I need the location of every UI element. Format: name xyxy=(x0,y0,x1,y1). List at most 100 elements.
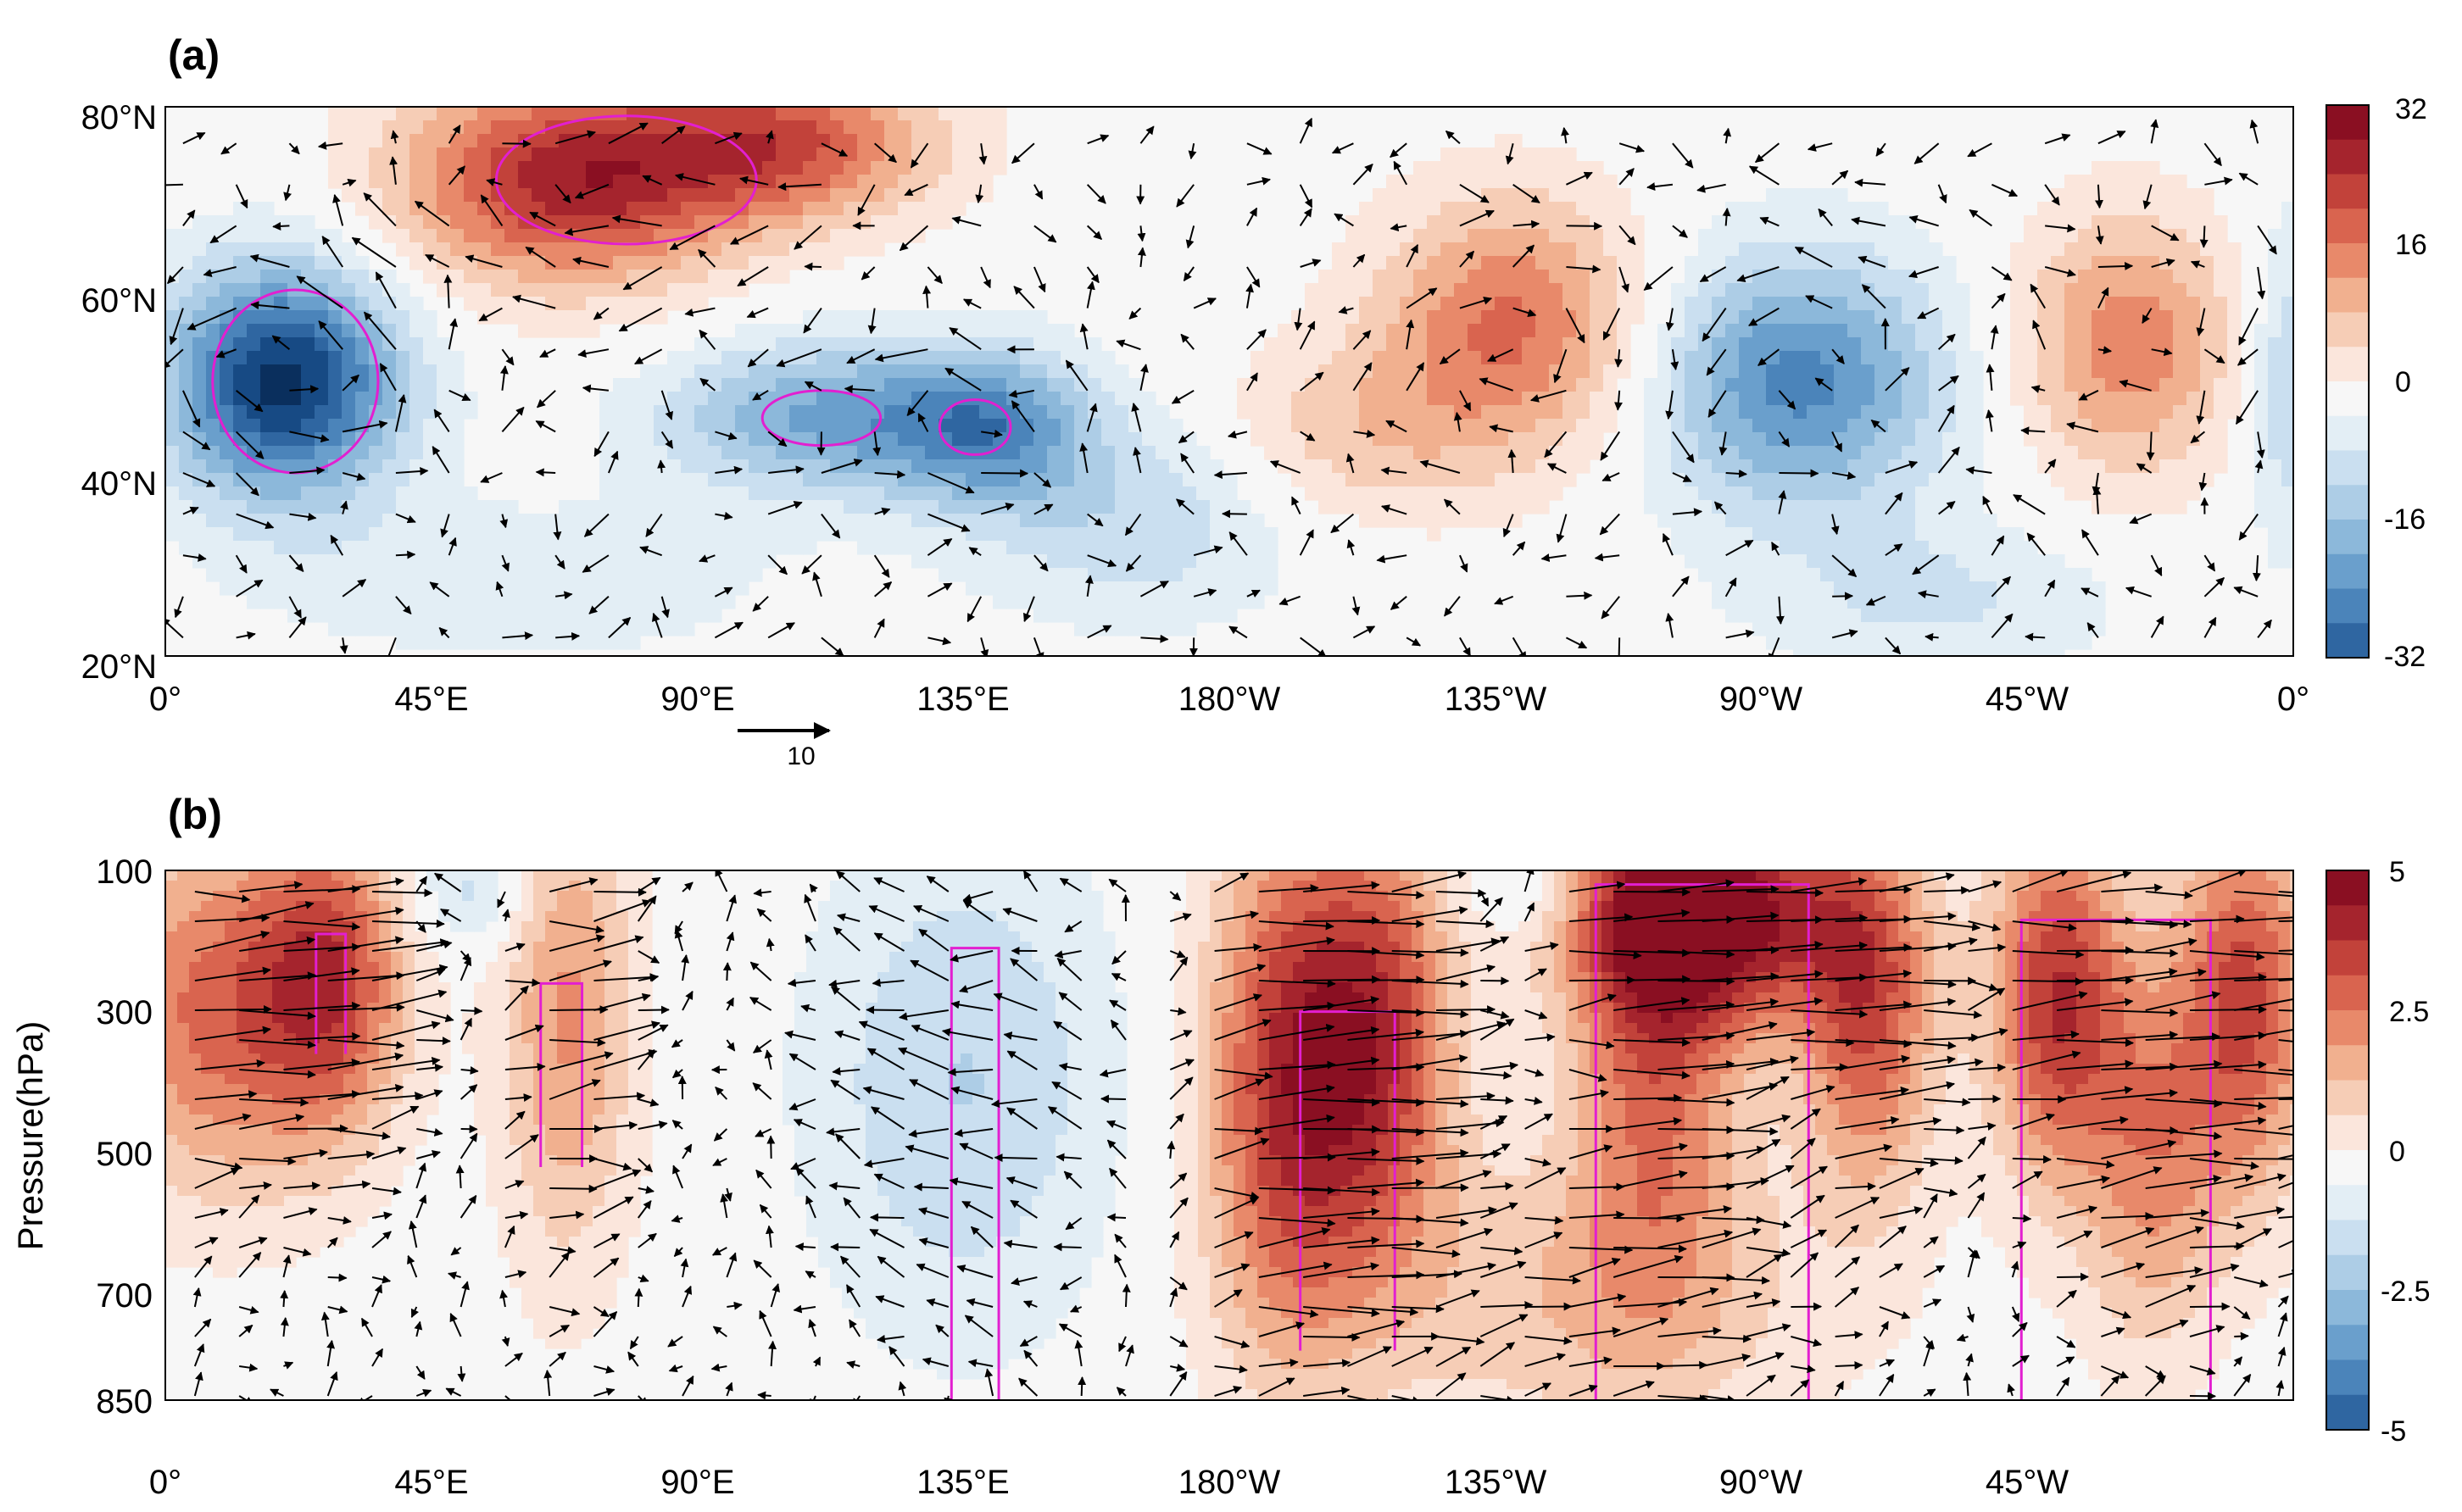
wind-vector xyxy=(1566,221,1603,231)
field-cell xyxy=(165,1084,178,1095)
field-cell xyxy=(640,256,654,270)
field-cell xyxy=(1223,500,1238,514)
field-cell xyxy=(1752,432,1767,447)
field-cell xyxy=(966,446,980,460)
field-cell xyxy=(192,270,207,284)
field-cell xyxy=(2268,419,2282,433)
field-cell xyxy=(830,161,844,175)
field-cell xyxy=(1250,432,1265,447)
field-cell xyxy=(2254,473,2269,487)
field-cell xyxy=(708,432,722,447)
field-cell xyxy=(1183,473,1197,487)
field-cell xyxy=(179,256,193,270)
field-cell xyxy=(225,992,237,1003)
field-cell xyxy=(1590,378,1604,392)
field-cell xyxy=(2268,527,2282,542)
field-cell xyxy=(667,188,682,203)
field-cell xyxy=(1332,405,1346,420)
field-cell xyxy=(1440,283,1455,297)
field-cell xyxy=(966,581,980,596)
field-cell xyxy=(1386,270,1401,284)
field-cell xyxy=(2105,229,2119,243)
field-cell xyxy=(201,931,214,942)
field-cell xyxy=(1562,473,1577,487)
field-cell xyxy=(213,1003,226,1014)
field-cell xyxy=(396,486,410,501)
field-cell xyxy=(342,351,356,365)
field-cell xyxy=(1345,215,1360,230)
field-cell xyxy=(1888,270,1902,284)
field-cell xyxy=(2268,554,2282,569)
field-cell xyxy=(1495,202,1509,216)
field-cell xyxy=(599,541,614,555)
field-cell xyxy=(1549,297,1563,311)
field-cell xyxy=(2092,595,2106,609)
field-cell xyxy=(830,256,844,270)
field-cell xyxy=(1020,310,1034,325)
colorbar-swatch xyxy=(2326,312,2369,347)
field-cell xyxy=(667,459,682,474)
field-cell xyxy=(1047,595,1061,609)
field-cell xyxy=(844,107,858,121)
field-cell xyxy=(237,870,249,881)
field-cell xyxy=(192,283,207,297)
field-cell xyxy=(225,1226,237,1237)
field-cell xyxy=(1861,392,1875,406)
field-cell xyxy=(396,405,410,420)
field-cell xyxy=(165,459,180,474)
field-cell xyxy=(1115,378,1129,392)
field-cell xyxy=(491,527,505,542)
field-cell xyxy=(2268,270,2282,284)
field-cell xyxy=(1793,270,1808,284)
field-cell xyxy=(1793,419,1808,433)
field-cell xyxy=(1780,297,1794,311)
field-cell xyxy=(1495,500,1509,514)
field-cell xyxy=(2037,351,2052,365)
field-cell xyxy=(165,1115,178,1126)
field-cell xyxy=(1685,554,1699,569)
field-cell xyxy=(1712,595,1726,609)
field-cell xyxy=(1386,337,1401,352)
field-cell xyxy=(1888,581,1902,596)
field-cell xyxy=(177,931,190,942)
field-cell xyxy=(1657,514,1672,528)
panel-b: (b) Pressure(hPa) 100 300 500 700 850 0°… xyxy=(10,791,2431,1501)
field-cell xyxy=(1725,337,1740,352)
field-cell xyxy=(1508,473,1523,487)
field-cell xyxy=(667,256,682,270)
field-cell xyxy=(1752,297,1767,311)
field-cell xyxy=(342,324,356,338)
field-cell xyxy=(1657,459,1672,474)
field-cell xyxy=(1264,446,1278,460)
field-cell xyxy=(708,514,722,528)
field-cell xyxy=(735,147,749,162)
field-cell xyxy=(355,351,370,365)
field-cell xyxy=(1739,500,1753,514)
colorbar-swatch xyxy=(2326,553,2369,589)
field-cell xyxy=(491,297,505,311)
field-cell xyxy=(1902,419,1916,433)
field-cell xyxy=(1902,256,1916,270)
field-cell xyxy=(201,881,214,892)
field-cell xyxy=(369,568,383,582)
field-cell xyxy=(355,337,370,352)
field-cell xyxy=(464,622,478,636)
field-cell xyxy=(247,324,261,338)
field-cell xyxy=(2064,215,2079,230)
field-cell xyxy=(613,378,627,392)
field-cell xyxy=(1508,405,1523,420)
field-cell xyxy=(640,120,654,135)
field-cell xyxy=(2051,432,2065,447)
field-cell xyxy=(721,568,736,582)
field-cell xyxy=(654,134,668,148)
field-cell xyxy=(898,459,912,474)
field-cell xyxy=(1427,161,1441,175)
field-cell xyxy=(177,921,190,932)
field-cell xyxy=(1820,568,1835,582)
field-cell xyxy=(2146,337,2160,352)
field-cell xyxy=(201,870,214,881)
field-cell xyxy=(248,901,261,912)
field-cell xyxy=(437,581,451,596)
field-cell xyxy=(355,392,370,406)
field-cell xyxy=(1685,486,1699,501)
